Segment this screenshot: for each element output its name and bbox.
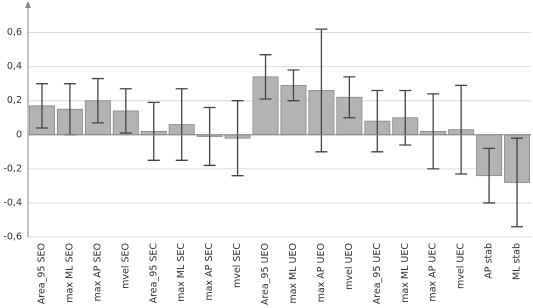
error-bar bbox=[35, 83, 48, 129]
error-bar bbox=[371, 89, 384, 153]
error-bar bbox=[147, 101, 160, 161]
x-tick-label: mvel SEO bbox=[120, 243, 131, 289]
error-bar bbox=[399, 89, 412, 146]
y-tick-label: -0,4 bbox=[3, 197, 22, 208]
error-bar bbox=[203, 106, 216, 167]
x-tick-label: mvel UEO bbox=[344, 243, 355, 290]
x-tick-label: AP stab bbox=[484, 243, 495, 279]
x-tick-label: max ML SEO bbox=[64, 243, 75, 303]
error-bar bbox=[175, 88, 188, 161]
error-bar bbox=[119, 88, 132, 134]
x-tick-label: max AP SEO bbox=[92, 243, 103, 301]
x-tick-label: max ML UEC bbox=[400, 243, 411, 303]
error-bar bbox=[259, 54, 272, 100]
y-tick-label: 0 bbox=[16, 129, 22, 140]
y-tick-label: -0,6 bbox=[3, 232, 22, 243]
y-tick-label: 0,4 bbox=[7, 61, 22, 72]
y-axis-arrow bbox=[25, 1, 31, 8]
error-bar bbox=[91, 77, 104, 124]
error-bar bbox=[455, 84, 468, 175]
x-tick-label: Area_95 UEO bbox=[260, 243, 271, 305]
x-tick-label: max AP UEC bbox=[428, 243, 439, 302]
x-tick-label: mvel UEC bbox=[456, 243, 467, 289]
x-tick-label: ML stab bbox=[512, 243, 523, 280]
error-bar bbox=[343, 76, 356, 119]
x-tick-label: max ML UEO bbox=[288, 243, 299, 304]
x-tick-label: mvel SEC bbox=[232, 243, 243, 288]
y-tick-label: 0,6 bbox=[7, 27, 22, 38]
error-bar bbox=[287, 69, 300, 102]
error-bar bbox=[483, 147, 496, 204]
y-tick-label: -0,2 bbox=[3, 163, 22, 174]
error-bar bbox=[427, 93, 440, 170]
x-tick-label: max ML SEC bbox=[176, 243, 187, 302]
x-tick-label: Area_95 SEC bbox=[148, 243, 159, 304]
x-tick-label: max AP SEC bbox=[204, 243, 215, 301]
x-tick-label: Area_95 UEC bbox=[372, 243, 383, 305]
x-tick-label: Area_95 SEO bbox=[36, 243, 47, 304]
error-bar bbox=[231, 100, 244, 177]
error-bar bbox=[511, 137, 524, 228]
y-tick-label: 0,2 bbox=[7, 95, 22, 106]
x-tick-label: max AP UEO bbox=[316, 243, 327, 302]
error-bar bbox=[315, 28, 328, 153]
